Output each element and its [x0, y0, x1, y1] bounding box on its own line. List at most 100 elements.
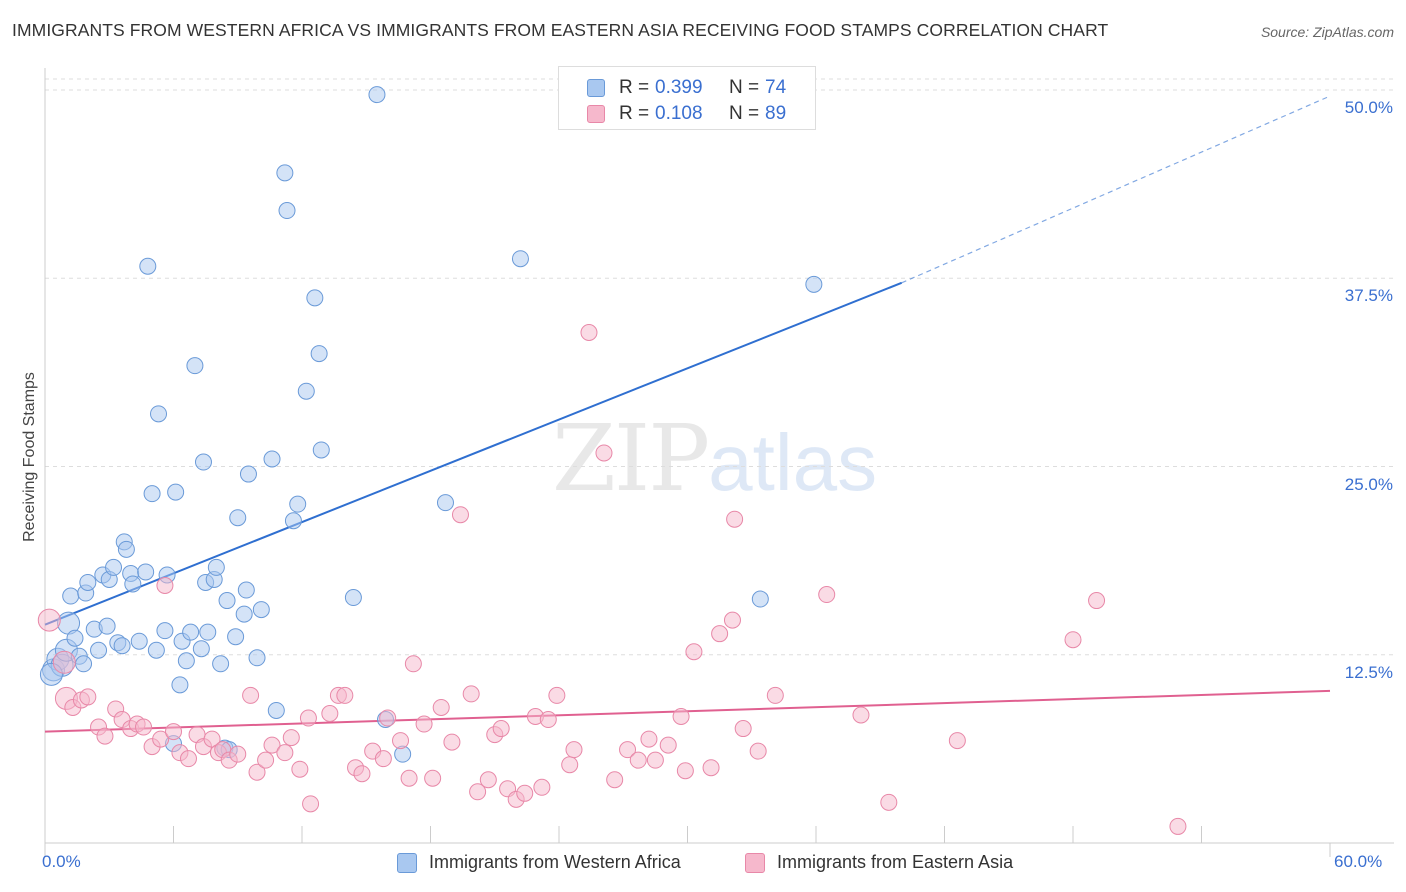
- y-tick-label: 37.5%: [1344, 286, 1393, 306]
- point-western-africa: [248, 649, 266, 667]
- point-western-africa: [207, 558, 225, 576]
- point-eastern-asia: [257, 751, 275, 769]
- point-western-africa: [62, 587, 80, 605]
- point-western-africa: [218, 592, 236, 610]
- point-western-africa: [237, 581, 255, 599]
- point-eastern-asia: [165, 723, 182, 741]
- point-eastern-asia: [702, 759, 720, 777]
- point-eastern-asia: [548, 686, 566, 704]
- point-western-africa: [75, 655, 93, 673]
- point-eastern-asia: [443, 733, 461, 751]
- point-western-africa: [117, 540, 135, 558]
- point-western-africa: [156, 622, 174, 640]
- point-eastern-asia: [179, 750, 197, 768]
- point-eastern-asia: [1064, 631, 1082, 649]
- point-western-africa: [147, 641, 165, 659]
- bottom-legend-label: Immigrants from Western Africa: [429, 852, 681, 872]
- point-eastern-asia: [462, 685, 480, 703]
- point-western-africa: [66, 629, 84, 647]
- point-eastern-asia: [711, 625, 729, 643]
- y-axis-title: Receiving Food Stamps: [21, 372, 38, 542]
- point-western-africa: [182, 623, 200, 641]
- chart-title: IMMIGRANTS FROM WESTERN AFRICA VS IMMIGR…: [12, 20, 1109, 40]
- legend-n-value: 89: [765, 103, 787, 124]
- point-eastern-asia: [336, 686, 354, 704]
- point-eastern-asia: [672, 708, 690, 726]
- point-western-africa: [124, 575, 142, 593]
- axes: [44, 68, 1394, 857]
- point-western-africa: [177, 652, 195, 670]
- point-eastern-asia: [302, 795, 320, 813]
- point-eastern-asia: [96, 727, 114, 745]
- point-eastern-asia: [676, 762, 694, 780]
- point-western-africa: [252, 601, 270, 619]
- legend-swatch-blue: [587, 79, 605, 97]
- point-western-africa: [105, 558, 123, 576]
- point-eastern-asia: [263, 736, 281, 754]
- y-tick-label: 50.0%: [1344, 98, 1393, 118]
- point-eastern-asia: [379, 709, 397, 727]
- point-eastern-asia: [299, 709, 317, 727]
- point-western-africa: [98, 617, 116, 635]
- point-western-africa: [312, 441, 330, 459]
- point-eastern-asia: [52, 650, 76, 674]
- point-western-africa: [805, 275, 823, 293]
- point-eastern-asia: [432, 698, 450, 716]
- point-western-africa: [229, 509, 247, 527]
- y-tick-label: 25.0%: [1344, 474, 1393, 494]
- point-eastern-asia: [734, 720, 752, 738]
- legend: R = 0.399 N = 74 R = 0.108 N = 89: [558, 66, 816, 130]
- legend-r-label: R =: [619, 103, 650, 124]
- point-eastern-asia: [606, 771, 624, 789]
- legend-swatch-pink: [587, 105, 605, 123]
- point-eastern-asia: [242, 686, 260, 704]
- point-eastern-asia: [392, 732, 410, 750]
- point-eastern-asia: [492, 720, 510, 738]
- point-western-africa: [139, 257, 157, 275]
- point-western-africa: [297, 382, 315, 400]
- point-western-africa: [263, 450, 281, 468]
- chart-source: Source: ZipAtlas.com: [1260, 24, 1394, 40]
- point-western-africa: [143, 485, 161, 503]
- point-eastern-asia: [723, 611, 741, 629]
- point-eastern-asia: [353, 765, 371, 783]
- point-eastern-asia: [404, 655, 422, 673]
- watermark: ZIPatlas: [552, 405, 877, 512]
- point-eastern-asia: [321, 704, 339, 722]
- point-eastern-asia: [152, 730, 170, 748]
- point-eastern-asia: [291, 760, 309, 778]
- point-western-africa: [167, 483, 185, 501]
- legend-r-value: 0.399: [655, 77, 703, 98]
- point-eastern-asia: [619, 741, 637, 759]
- trend-line-western-africa: [44, 281, 903, 626]
- point-eastern-asia: [229, 745, 247, 763]
- point-western-africa: [194, 453, 212, 471]
- point-eastern-asia: [948, 732, 966, 750]
- point-western-africa: [267, 701, 285, 719]
- point-western-africa: [130, 632, 148, 650]
- point-eastern-asia: [533, 778, 551, 796]
- point-eastern-asia: [37, 608, 61, 632]
- point-eastern-asia: [79, 688, 97, 706]
- point-eastern-asia: [646, 751, 664, 769]
- point-western-africa: [276, 164, 294, 182]
- point-western-africa: [199, 623, 217, 641]
- point-western-africa: [212, 655, 230, 673]
- point-western-africa: [239, 465, 257, 483]
- point-eastern-asia: [685, 643, 703, 661]
- point-eastern-asia: [135, 718, 153, 736]
- legend-n-value: 74: [765, 77, 787, 98]
- point-eastern-asia: [156, 576, 174, 594]
- point-western-africa: [137, 563, 155, 581]
- point-western-africa: [192, 640, 210, 658]
- point-western-africa: [368, 86, 386, 104]
- point-eastern-asia: [539, 711, 557, 729]
- x-tick-label-min: 0.0%: [42, 852, 81, 871]
- point-eastern-asia: [400, 769, 418, 787]
- data-points: [37, 86, 1187, 835]
- point-western-africa: [436, 494, 454, 512]
- point-western-africa: [278, 202, 296, 220]
- trend-line-western-africa-extension: [901, 95, 1331, 284]
- point-eastern-asia: [640, 730, 658, 748]
